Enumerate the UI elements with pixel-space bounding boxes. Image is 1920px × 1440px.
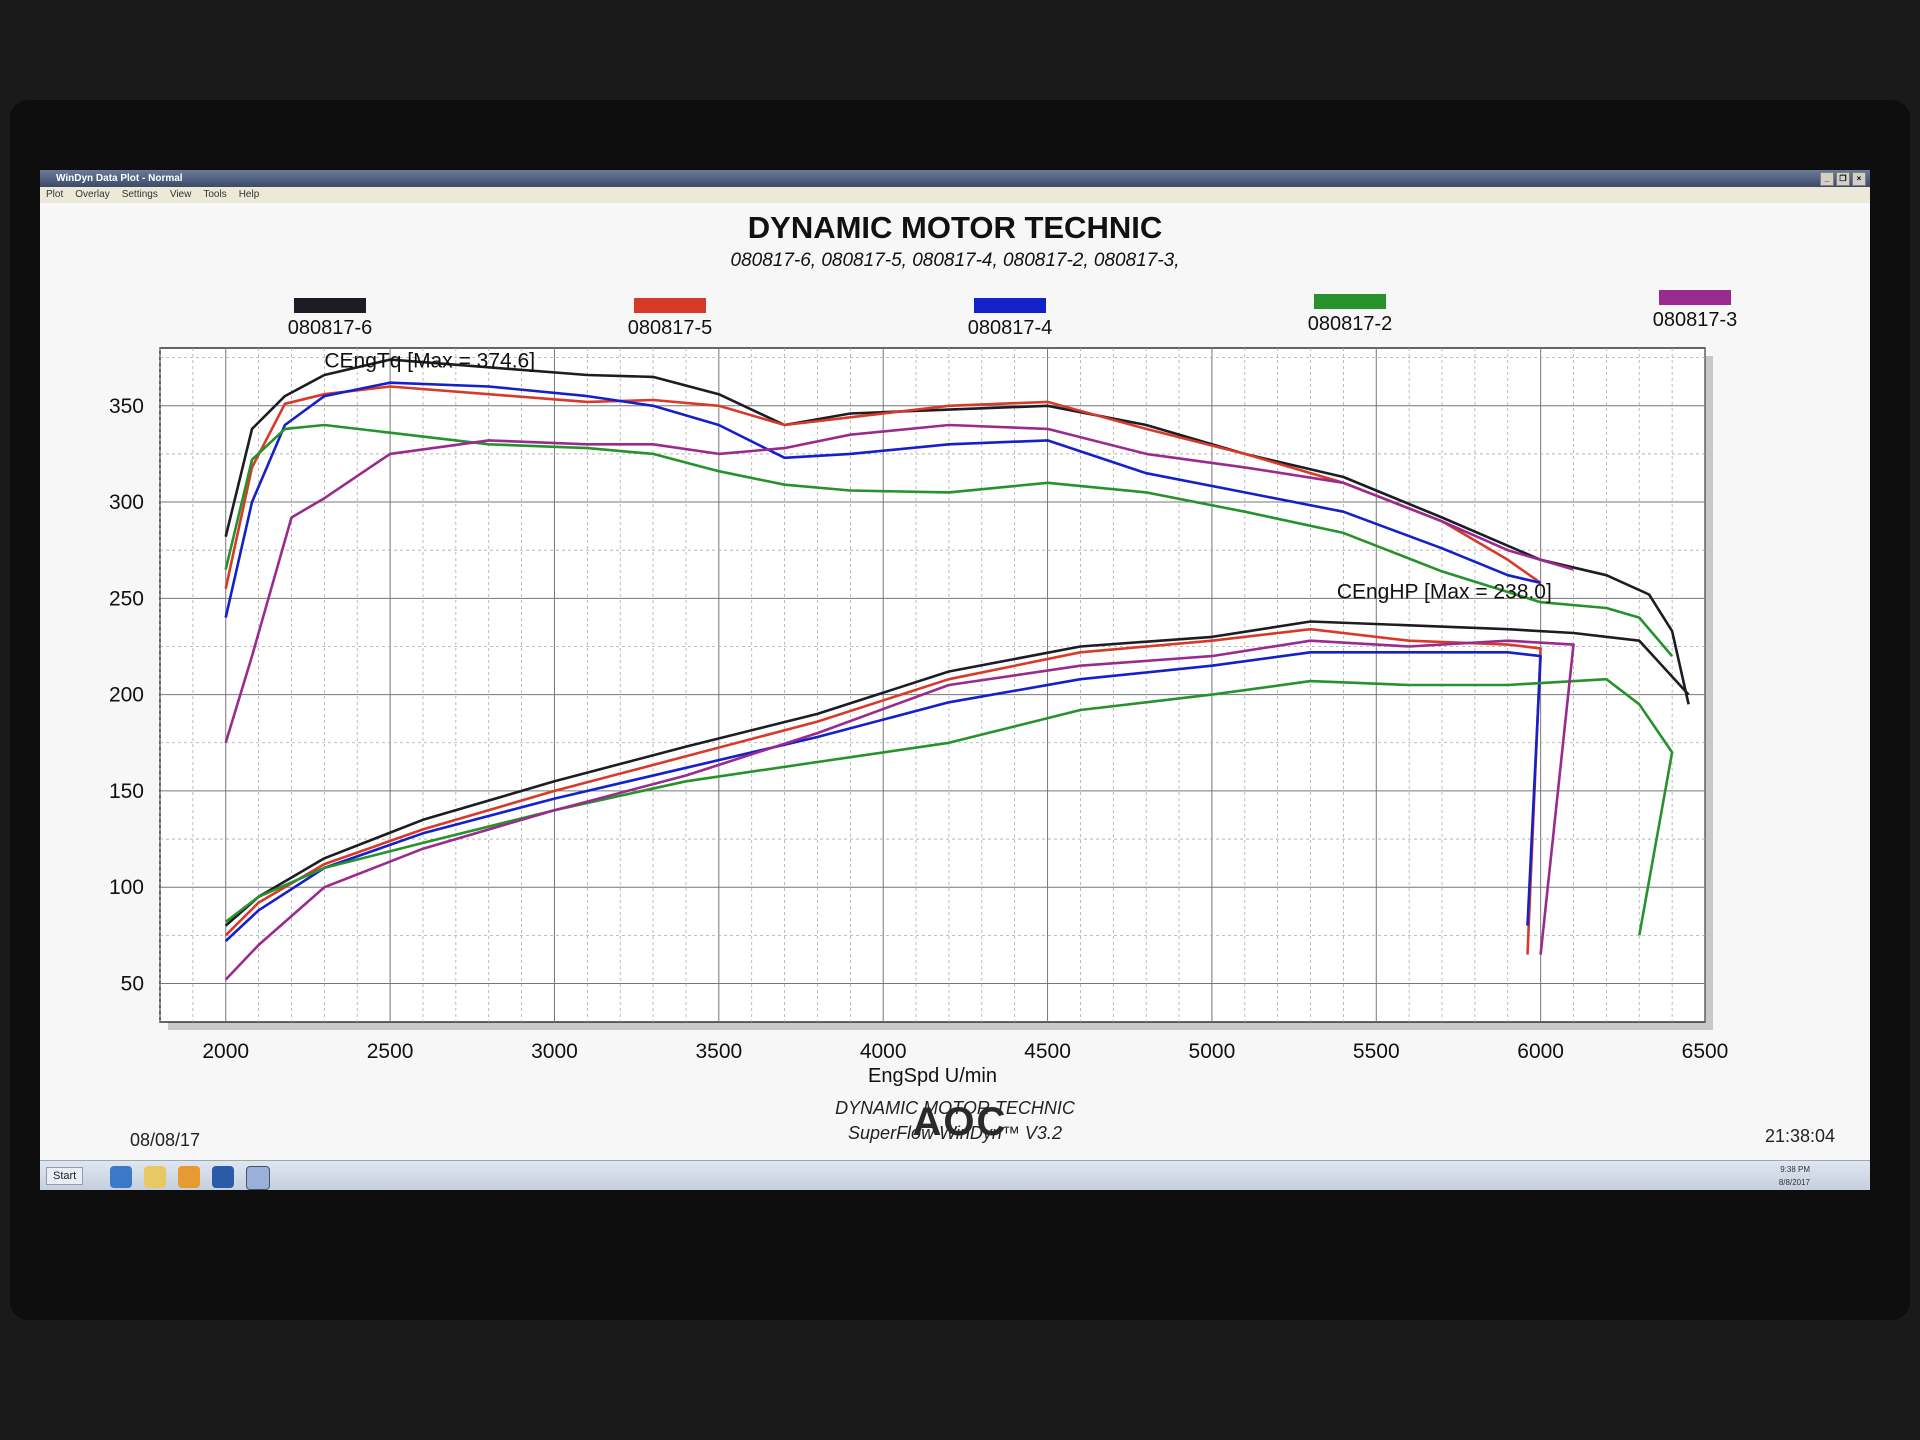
chart-title: DYNAMIC MOTOR TECHNIC [747, 210, 1163, 245]
annotation-label: CEngTq [Max = 374.6] [324, 349, 535, 372]
menu-help[interactable]: Help [238, 189, 260, 200]
series-line-power [224, 639, 1575, 981]
chart-subtitle: 080817-6, 080817-5, 080817-4, 080817-2, … [730, 250, 1180, 271]
x-tick-label: 4500 [1024, 1040, 1071, 1063]
y-tick-label: 300 [109, 491, 144, 514]
series-line-torque [224, 423, 1674, 657]
legend-swatch [294, 298, 366, 313]
close-button[interactable]: × [1852, 172, 1866, 186]
menu-settings[interactable]: Settings [121, 189, 158, 200]
legend-item: 080817-3 [1615, 290, 1775, 332]
screen: WinDyn Data Plot - Normal _ ❐ × Plot Ove… [40, 170, 1870, 1190]
legend-swatch [1314, 294, 1386, 309]
footer-software: SuperFlow WinDyn™ V3.2 [848, 1123, 1062, 1143]
menu-plot[interactable]: Plot [46, 189, 64, 200]
y-tick-label: 150 [109, 780, 144, 803]
window-titlebar: WinDyn Data Plot - Normal _ ❐ × [40, 170, 1870, 187]
x-tick-label: 6000 [1517, 1040, 1564, 1063]
tray-time: 9:38 PM [1780, 1165, 1810, 1174]
legend-swatch [1659, 290, 1731, 305]
superflow-icon[interactable] [212, 1166, 234, 1188]
legend-label: 080817-2 [1307, 313, 1393, 335]
tray-date: 8/8/2017 [1778, 1178, 1810, 1187]
series-line-torque [224, 381, 1541, 618]
minimize-button[interactable]: _ [1820, 172, 1834, 186]
legend-item: 080817-2 [1270, 294, 1430, 336]
legend-item: 080817-4 [930, 298, 1090, 340]
menu-view[interactable]: View [169, 189, 192, 200]
x-tick-label: 3000 [531, 1040, 578, 1063]
series-line-power [224, 650, 1542, 943]
legend-item: 080817-6 [250, 298, 410, 340]
y-tick-label: 250 [109, 587, 144, 610]
window-controls: _ ❐ × [1820, 172, 1866, 186]
x-axis-label: EngSpd U/min [868, 1065, 997, 1087]
x-tick-label: 2500 [367, 1040, 414, 1063]
chart-plot: 2000 2500 3000 3500 4000 4500 5000 5500 6000 6500… [109, 347, 1729, 1087]
taskbar: Start 9:38 PM 8/8/2017 [40, 1160, 1870, 1190]
legend-label: 080817-3 [1652, 309, 1738, 331]
series-line-power [224, 677, 1674, 936]
legend-swatch [634, 298, 706, 313]
folder-icon[interactable] [144, 1166, 166, 1188]
legend-item: 080817-5 [590, 298, 750, 340]
media-player-icon[interactable] [178, 1166, 200, 1188]
x-tick-label: 5500 [1353, 1040, 1400, 1063]
menu-overlay[interactable]: Overlay [75, 189, 110, 200]
start-button[interactable]: Start [46, 1167, 84, 1185]
footer-date: 08/08/17 [130, 1130, 201, 1150]
browser-icon[interactable] [110, 1166, 132, 1188]
legend-label: 080817-5 [627, 317, 713, 339]
menu-tools[interactable]: Tools [203, 189, 227, 200]
x-tick-label: 3500 [695, 1040, 742, 1063]
y-tick-label: 100 [109, 876, 144, 899]
series-line-power [224, 620, 1690, 927]
menu-bar: Plot Overlay Settings View Tools Help [40, 187, 1870, 203]
start-label: Start [53, 1170, 77, 1182]
monitor-brand-logo: AOC [912, 1100, 1008, 1144]
x-tick-label: 5000 [1189, 1040, 1236, 1063]
windyn-task-icon[interactable] [246, 1166, 270, 1190]
legend-label: 080817-6 [287, 317, 373, 339]
footer-company: DYNAMIC MOTOR TECHNIC [835, 1098, 1075, 1118]
annotation-label: CEngHP [Max = 238.0] [1337, 580, 1552, 603]
y-tick-label: 350 [109, 395, 144, 418]
y-tick-label: 50 [121, 972, 144, 995]
system-tray: 9:38 PM 8/8/2017 [1779, 1163, 1810, 1189]
restore-button[interactable]: ❐ [1836, 172, 1850, 186]
y-tick-label: 200 [109, 684, 144, 707]
legend-swatch [974, 298, 1046, 313]
x-tick-label: 2000 [202, 1040, 249, 1063]
x-tick-label: 4000 [860, 1040, 907, 1063]
legend-label: 080817-4 [967, 317, 1053, 339]
x-tick-label: 6500 [1682, 1040, 1729, 1063]
series-line-torque [224, 423, 1574, 744]
footer-time: 21:38:04 [1765, 1126, 1836, 1146]
window-title: WinDyn Data Plot - Normal [56, 173, 183, 184]
